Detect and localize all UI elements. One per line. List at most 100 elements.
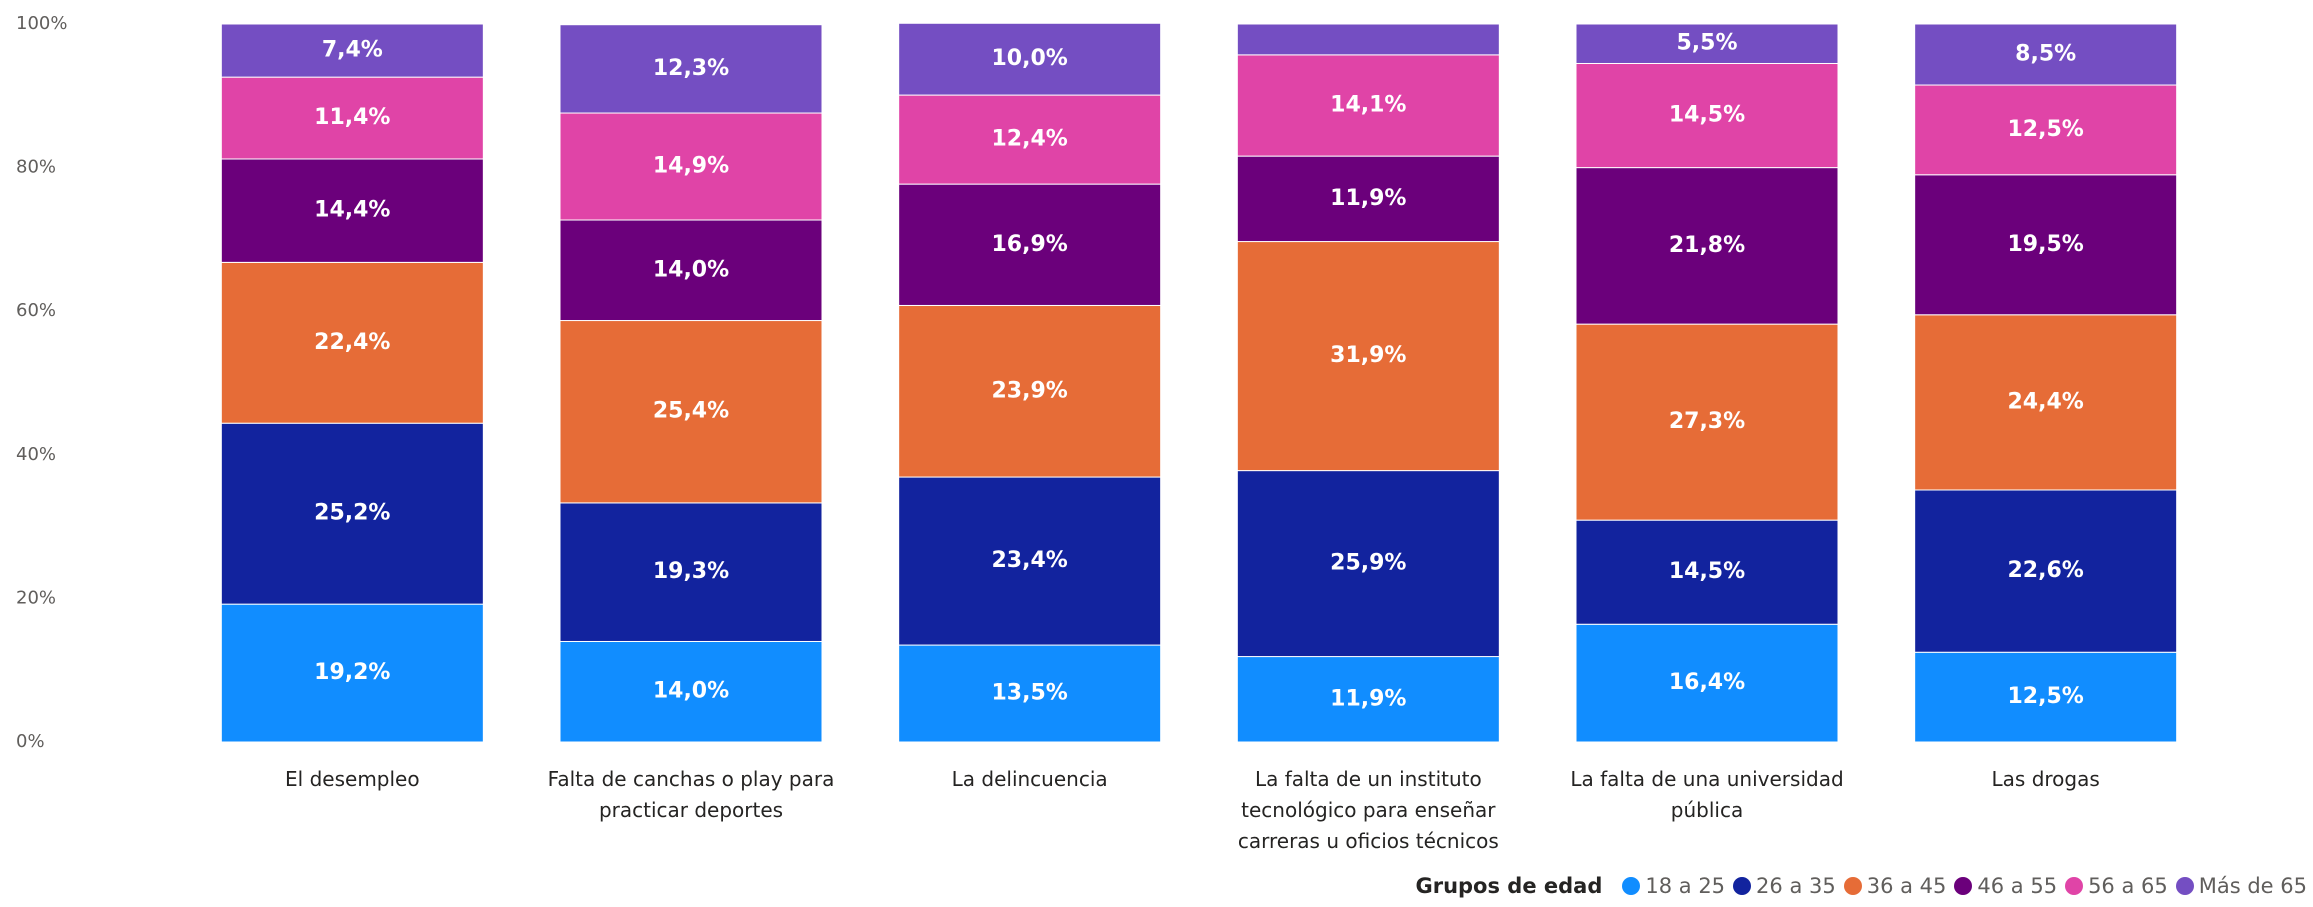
- y-tick-label: 100%: [16, 13, 67, 34]
- bar-segment: [1575, 23, 1839, 64]
- data-label: 27,3%: [1669, 409, 1745, 434]
- data-label: 12,3%: [653, 56, 729, 81]
- bar-segment: [559, 219, 823, 322]
- bar-segment: [1575, 623, 1839, 743]
- bar-segment: [559, 502, 823, 642]
- x-tick-label: La falta de una universidad pública: [1570, 767, 1844, 822]
- data-label: 14,5%: [1669, 103, 1745, 128]
- legend-item: 46 a 55: [1954, 874, 2057, 898]
- data-label: 19,5%: [2008, 232, 2084, 257]
- y-tick-label: 80%: [16, 157, 56, 178]
- bar-segment: [220, 422, 484, 605]
- x-tick-label: Las drogas: [1991, 767, 2100, 791]
- bar-segment: [1236, 656, 1500, 743]
- x-tick-label: El desempleo: [285, 767, 420, 791]
- data-label: 22,6%: [2008, 558, 2084, 583]
- legend-item: 56 a 65: [2065, 874, 2168, 898]
- data-label: 25,4%: [653, 399, 729, 424]
- data-label: 21,8%: [1669, 233, 1745, 258]
- legend-label: 26 a 35: [1756, 874, 1836, 898]
- bar-segment: [898, 22, 1162, 96]
- data-label: 5,5%: [1676, 31, 1737, 56]
- bar-segment: [1914, 174, 2178, 316]
- data-label: 12,5%: [2008, 117, 2084, 142]
- data-label: 8,5%: [2015, 42, 2076, 67]
- data-label: 19,3%: [653, 559, 729, 584]
- legend-item: 36 a 45: [1843, 874, 1947, 898]
- y-tick-label: 40%: [16, 444, 56, 465]
- data-label: 19,2%: [314, 660, 390, 685]
- data-label: 14,4%: [314, 198, 390, 223]
- data-label: 14,0%: [653, 679, 729, 704]
- legend: Grupos de edad 18 a 25 26 a 35 36 a 45 46 a…: [1415, 874, 2307, 898]
- bar-segment: [220, 603, 484, 743]
- legend-marker: [1954, 877, 1973, 895]
- data-label: 25,2%: [314, 501, 390, 526]
- legend-item: 26 a 35: [1733, 874, 1836, 898]
- bar-segment: [898, 94, 1162, 185]
- bar-segment: [559, 640, 823, 743]
- y-tick-label: 0%: [16, 731, 45, 752]
- data-label: 10,0%: [992, 46, 1068, 71]
- legend-marker: [1733, 877, 1752, 895]
- bar-segment: [220, 76, 484, 160]
- x-tick-label: La falta de un instituto tecnológico par…: [1237, 767, 1499, 853]
- legend-item: Más de 65: [2175, 874, 2307, 898]
- data-label: 24,4%: [2008, 389, 2084, 414]
- data-label: 11,4%: [314, 105, 390, 130]
- legend-marker: [2175, 877, 2194, 895]
- bar-segment: [220, 158, 484, 263]
- data-label: 14,1%: [1330, 92, 1406, 117]
- data-label: 14,5%: [1669, 559, 1745, 584]
- plot: 0% 20% 40% 60% 80% 100% 19,2% 25,2% 22,4% 14,4% 11…: [16, 13, 2178, 752]
- x-tick-label: La delincuencia: [951, 767, 1108, 791]
- legend-label: 46 a 55: [1977, 874, 2058, 898]
- bar-segment: [898, 304, 1162, 478]
- bar-segment: [1914, 651, 2178, 743]
- bar-segment: [1575, 167, 1839, 325]
- bar-segment: [1914, 23, 2178, 86]
- data-label: 11,9%: [1330, 186, 1406, 211]
- y-tick-label: 60%: [16, 300, 56, 321]
- legend-title: Grupos de edad: [1415, 874, 1603, 898]
- bar-segment: [898, 644, 1162, 743]
- bar-segment: [559, 320, 823, 504]
- bar-segment: [1236, 23, 1500, 56]
- bar-segment: [1575, 519, 1839, 625]
- data-label: 13,5%: [992, 681, 1068, 706]
- bar-segment: [1575, 62, 1839, 169]
- data-label: 25,9%: [1330, 551, 1406, 576]
- bar-segment: [559, 112, 823, 221]
- data-label: 7,4%: [322, 38, 383, 63]
- data-label: 12,4%: [992, 127, 1068, 152]
- bar-segment: [1236, 241, 1500, 472]
- data-label: 14,9%: [653, 154, 729, 179]
- bar-segment: [220, 23, 484, 78]
- legend-label: 18 a 25: [1645, 874, 1726, 898]
- bar-segment: [898, 183, 1162, 306]
- legend-item: 18 a 25: [1622, 874, 1725, 898]
- data-label: 23,9%: [992, 378, 1068, 403]
- bar-segment: [1236, 54, 1500, 157]
- bar-segment: [1914, 314, 2178, 491]
- data-label: 23,4%: [992, 548, 1068, 573]
- data-label: 31,9%: [1330, 343, 1406, 368]
- data-label: 22,4%: [314, 330, 390, 355]
- bar-segment: [1914, 84, 2178, 176]
- y-tick-label: 20%: [16, 587, 56, 608]
- legend-label: 56 a 65: [2088, 874, 2168, 898]
- data-label: 11,9%: [1330, 686, 1406, 711]
- bar-segment: [1236, 470, 1500, 658]
- data-label: 12,5%: [2008, 684, 2084, 709]
- legend-label: Más de 65: [2198, 874, 2307, 898]
- data-label: 14,0%: [653, 257, 729, 282]
- data-label: 16,4%: [1669, 670, 1745, 695]
- x-tick-label: Falta de canchas o play para practicar d…: [547, 767, 835, 822]
- legend-marker: [2065, 877, 2084, 895]
- bar-segment: [1914, 489, 2178, 653]
- bar-segment: [1575, 323, 1839, 521]
- data-label: 16,9%: [992, 232, 1068, 257]
- legend-label: 36 a 45: [1866, 874, 1947, 898]
- bar-segment: [559, 24, 823, 114]
